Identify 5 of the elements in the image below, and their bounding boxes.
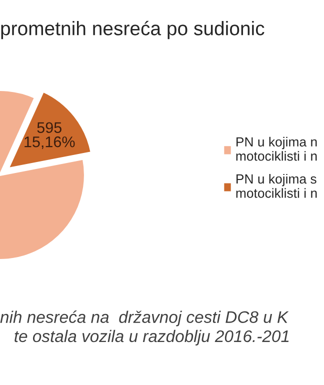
legend-label: PN u kojima s motociklisti i n <box>236 174 317 198</box>
data-label: 595 15,16% <box>24 122 75 150</box>
chart-title: prometnih nesreća po sudionic <box>1 20 264 40</box>
text: nih nesreća na državnoj cesti DC8 u K te ostala vozila u razdoblju 2016.-201 <box>0 310 289 346</box>
legend-label: PN u kojima n motociklisti i n <box>236 136 317 161</box>
